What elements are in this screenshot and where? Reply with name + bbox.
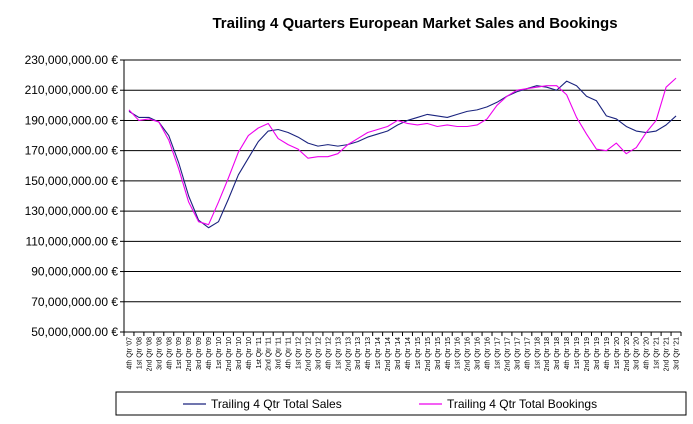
x-tick-label: 4th Qtr '20 xyxy=(644,337,651,370)
x-tick-label: 4th Qtr '14 xyxy=(405,337,412,370)
x-tick-label: 3rd Qtr '10 xyxy=(236,337,243,370)
x-tick-label: 1st Qtr '15 xyxy=(415,337,422,369)
x-tick-label: 1st Qtr '19 xyxy=(574,337,581,369)
x-tick-label: 2nd Qtr '16 xyxy=(465,337,472,372)
x-tick-label: 1st Qtr '11 xyxy=(256,337,263,369)
y-tick-label: 130,000,000.00 € xyxy=(25,204,119,218)
x-tick-label: 3rd Qtr '17 xyxy=(514,337,521,370)
x-tick-label: 1st Qtr '20 xyxy=(614,337,621,369)
x-tick-label: 4th Qtr '07 xyxy=(126,337,133,370)
x-tick-label: 3rd Qtr '09 xyxy=(196,337,203,370)
y-tick-label: 90,000,000.00 € xyxy=(31,265,118,279)
x-tick-label: 2nd Qtr '13 xyxy=(345,337,352,372)
x-tick-label: 2nd Qtr '19 xyxy=(584,337,591,372)
x-tick-label: 2nd Qtr '08 xyxy=(146,337,153,372)
x-tick-label: 2nd Qtr '21 xyxy=(664,337,671,372)
x-tick-label: 2nd Qtr '09 xyxy=(186,337,193,372)
x-tick-label: 1st Qtr '13 xyxy=(335,337,342,369)
x-tick-label: 4th Qtr '19 xyxy=(604,337,611,370)
legend: Trailing 4 Qtr Total Sales Trailing 4 Qt… xyxy=(115,391,687,416)
y-axis: 50,000,000.00 € 70,000,000.00 € 90,000,000… xyxy=(25,53,125,339)
x-tick-label: 3rd Qtr '16 xyxy=(475,337,482,370)
y-tick-label: 210,000,000.00 € xyxy=(25,83,119,97)
x-tick-label: 1st Qtr '18 xyxy=(534,337,541,369)
y-tick-label: 230,000,000.00 € xyxy=(25,53,119,67)
y-tick-label: 110,000,000.00 € xyxy=(25,234,118,248)
x-tick-label: 3rd Qtr '11 xyxy=(276,337,283,369)
x-tick-label: 2nd Qtr '17 xyxy=(504,337,511,372)
x-tick-label: 4th Qtr '11 xyxy=(286,337,293,369)
x-tick-label: 2nd Qtr '14 xyxy=(385,337,392,372)
x-tick-label: 4th Qtr '12 xyxy=(325,337,332,370)
x-tick-label: 4th Qtr '10 xyxy=(246,337,253,370)
legend-label-bookings: Trailing 4 Qtr Total Bookings xyxy=(447,397,597,411)
x-tick-label: 1st Qtr '21 xyxy=(654,337,661,369)
x-tick-label: 3rd Qtr '14 xyxy=(395,337,402,370)
x-tick-label: 3rd Qtr '12 xyxy=(315,337,322,370)
x-tick-label: 3rd Qtr '18 xyxy=(554,337,561,370)
chart-title: Trailing 4 Quarters European Market Sale… xyxy=(212,15,617,32)
x-tick-label: 4th Qtr '13 xyxy=(365,337,372,370)
x-tick-label: 3rd Qtr '13 xyxy=(355,337,362,370)
x-tick-label: 1st Qtr '14 xyxy=(375,337,382,369)
x-tick-label: 1st Qtr '12 xyxy=(296,337,303,369)
grid-lines xyxy=(124,59,681,333)
plot-lines xyxy=(128,77,677,229)
x-tick-label: 1st Qtr '10 xyxy=(216,337,223,369)
x-tick-label: 2nd Qtr '20 xyxy=(624,337,631,372)
x-tick-label: 1st Qtr '09 xyxy=(176,337,183,369)
x-tick-label: 4th Qtr '08 xyxy=(166,337,173,370)
y-tick-label: 170,000,000.00 € xyxy=(25,144,119,158)
x-tick-label: 4th Qtr '17 xyxy=(524,337,531,370)
legend-box xyxy=(115,391,687,416)
x-tick-label: 4th Qtr '09 xyxy=(206,337,213,370)
x-tick-label: 3rd Qtr '15 xyxy=(435,337,442,370)
y-tick-label: 190,000,000.00 € xyxy=(25,113,119,127)
x-tick-label: 2nd Qtr '12 xyxy=(306,337,313,372)
y-tick-label: 50,000,000.00 € xyxy=(31,325,118,339)
x-tick-label: 1st Qtr '16 xyxy=(455,337,462,369)
x-axis: 4th Qtr '07 1st Qtr '08 2nd Qtr '08 3rd Qtr… xyxy=(123,331,682,372)
x-tick-label: 1st Qtr '17 xyxy=(494,337,501,369)
series-line-bookings xyxy=(128,77,677,226)
x-tick-label: 3rd Qtr '19 xyxy=(594,337,601,370)
x-tick-label: 2nd Qtr '15 xyxy=(425,337,432,372)
x-tick-label: 3rd Qtr '08 xyxy=(156,337,163,370)
y-tick-label: 70,000,000.00 € xyxy=(31,295,118,309)
x-tick-label: 2nd Qtr '10 xyxy=(226,337,233,372)
x-tick-label: 2nd Qtr '18 xyxy=(544,337,551,372)
x-tick-label: 3rd Qtr '20 xyxy=(634,337,641,370)
x-tick-label: 2nd Qtr '11 xyxy=(266,337,273,371)
x-tick-label: 4th Qtr '18 xyxy=(564,337,571,370)
x-tick-label: 3rd Qtr '21 xyxy=(674,337,681,370)
legend-label-sales: Trailing 4 Qtr Total Sales xyxy=(211,397,342,411)
x-tick-label: 1st Qtr '08 xyxy=(136,337,143,369)
y-tick-label: 150,000,000.00 € xyxy=(25,174,119,188)
series-line-sales xyxy=(128,80,677,229)
x-tick-label: 4th Qtr '16 xyxy=(485,337,492,370)
x-tick-label: 4th Qtr '15 xyxy=(445,337,452,370)
